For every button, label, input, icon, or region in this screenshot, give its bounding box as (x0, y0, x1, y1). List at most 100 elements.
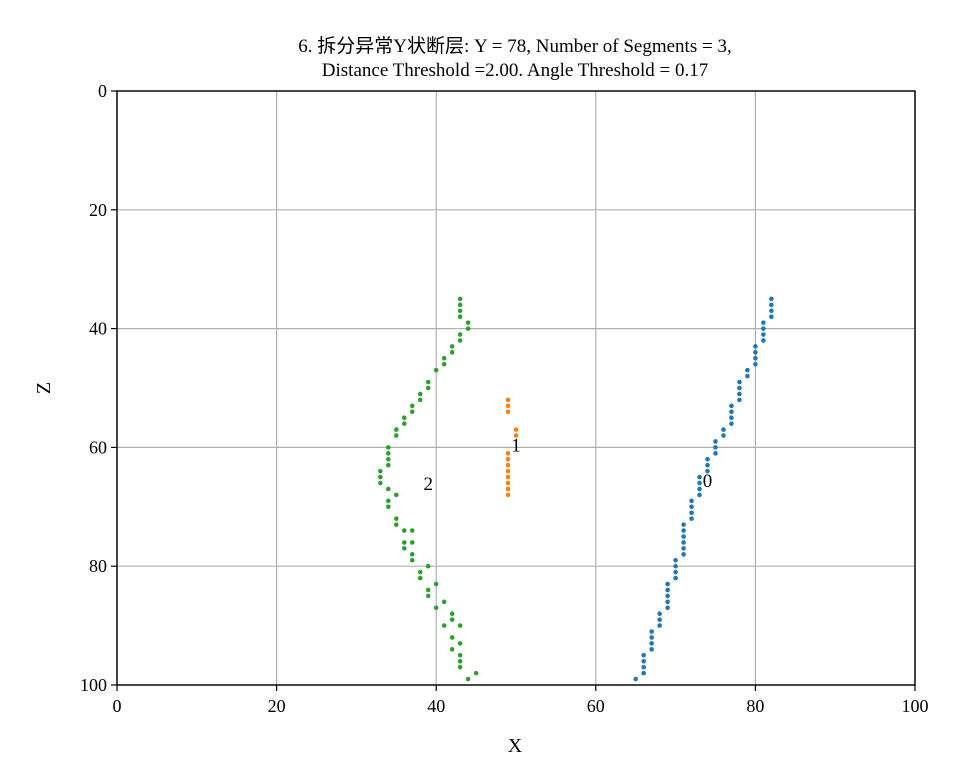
data-point (386, 504, 391, 510)
data-point (761, 320, 766, 325)
data-point (425, 563, 431, 569)
plot-frame (116, 90, 916, 686)
data-point (425, 385, 431, 391)
data-point (394, 516, 399, 521)
data-point (505, 486, 511, 492)
data-point (441, 599, 447, 605)
data-point (386, 456, 391, 462)
data-point (409, 557, 415, 563)
data-point (457, 653, 463, 658)
segment-label: 2 (423, 474, 433, 495)
data-point (729, 421, 734, 426)
data-point (457, 664, 463, 670)
data-point (641, 670, 646, 676)
data-point (769, 314, 774, 320)
data-point (386, 486, 391, 492)
data-point (505, 462, 511, 468)
data-point (505, 403, 511, 409)
data-point (409, 552, 415, 557)
data-point (457, 296, 463, 302)
data-point (633, 676, 638, 682)
data-point (745, 373, 750, 379)
data-point (505, 492, 511, 498)
data-point (401, 421, 407, 426)
data-point (753, 350, 758, 355)
data-point (641, 664, 646, 670)
data-point (401, 540, 407, 545)
data-point (417, 575, 423, 581)
data-point (729, 415, 734, 421)
data-point (449, 344, 455, 349)
data-point (769, 308, 774, 314)
data-point (378, 480, 383, 486)
data-point (441, 361, 447, 367)
data-point (681, 540, 686, 545)
data-point (673, 575, 678, 581)
data-point (457, 332, 463, 337)
data-point (513, 433, 519, 438)
data-point (378, 474, 383, 480)
data-point (505, 474, 511, 480)
data-point (705, 468, 710, 474)
data-point (713, 445, 718, 450)
data-point (649, 641, 654, 646)
x-tick-label: 0 (113, 696, 122, 716)
data-point (705, 456, 710, 462)
data-point (761, 332, 766, 337)
data-point (697, 486, 702, 492)
data-point (721, 433, 726, 438)
data-point (681, 528, 686, 533)
data-point (409, 409, 415, 415)
data-point (697, 492, 702, 498)
data-point (769, 296, 774, 302)
data-point (673, 563, 678, 569)
data-point (394, 433, 399, 438)
data-point (737, 379, 742, 385)
data-point (409, 403, 415, 409)
data-point (753, 344, 758, 349)
data-point (378, 468, 383, 474)
data-point (697, 480, 702, 486)
data-point (505, 409, 511, 415)
data-point (657, 617, 662, 622)
data-point (433, 367, 439, 373)
data-point (505, 456, 511, 462)
data-point (425, 593, 431, 599)
data-point (673, 557, 678, 563)
data-point (449, 647, 455, 652)
data-point (394, 492, 399, 498)
data-point (649, 635, 654, 640)
y-tick-label: 40 (89, 319, 107, 339)
data-point (457, 302, 463, 308)
data-point (425, 379, 431, 385)
data-point (689, 498, 694, 504)
data-point (697, 474, 702, 480)
data-point (665, 581, 670, 587)
data-point (649, 629, 654, 634)
data-point (433, 605, 439, 611)
grid-lines (116, 90, 916, 686)
chart-title-line-2: Distance Threshold =2.00. Angle Threshol… (322, 60, 708, 81)
data-point (425, 587, 431, 593)
data-point (433, 581, 439, 587)
data-point (417, 397, 423, 403)
data-point (441, 623, 447, 628)
data-point (641, 658, 646, 664)
y-tick-label: 0 (98, 81, 107, 101)
data-point (713, 439, 718, 444)
data-point (449, 617, 455, 622)
data-point (753, 356, 758, 361)
data-point (665, 599, 670, 605)
data-point (681, 546, 686, 551)
data-point (689, 510, 694, 516)
segment-labels: 0 1 2 (423, 435, 712, 495)
data-point (449, 611, 455, 617)
data-point (505, 397, 511, 403)
data-point (505, 468, 511, 474)
data-point (465, 326, 471, 331)
data-point (737, 391, 742, 397)
data-point (417, 391, 423, 397)
data-point (681, 522, 686, 527)
data-point (641, 653, 646, 658)
